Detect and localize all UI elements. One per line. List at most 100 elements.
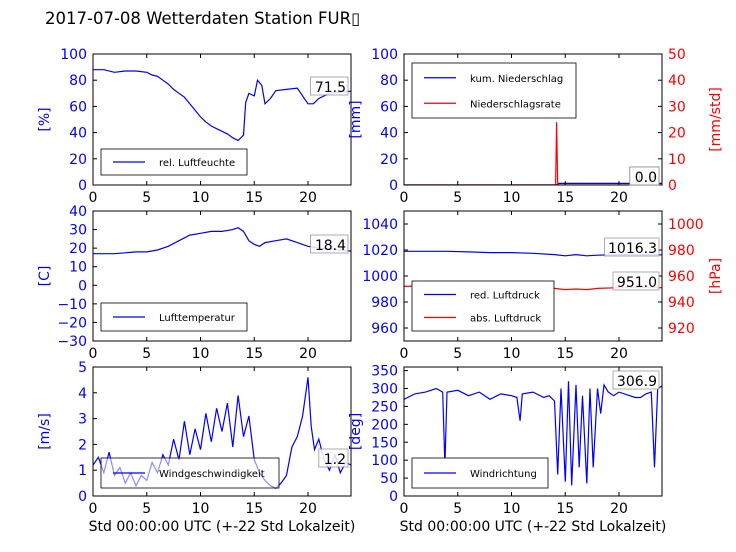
series-line-2 bbox=[404, 122, 662, 185]
y-tick-label: 980 bbox=[371, 295, 398, 311]
x-tick-label: 15 bbox=[556, 190, 574, 206]
y-tick-label: 1000 bbox=[362, 269, 398, 285]
last-value-label: 1.2 bbox=[318, 448, 349, 468]
legend-label: rel. Luftfeuchte bbox=[159, 158, 235, 169]
x-tick-label: 5 bbox=[142, 346, 151, 362]
y-axis-label: [%] bbox=[37, 107, 53, 131]
legend-label: Windgeschwindigkeit bbox=[159, 469, 265, 480]
x-tick-label: 0 bbox=[400, 190, 409, 206]
x-tick-label: 0 bbox=[89, 190, 98, 206]
y2-tick-label: 30 bbox=[668, 99, 686, 115]
figure-title: 2017-07-08 Wetterdaten Station FUR▯ bbox=[45, 9, 361, 28]
y-tick-label: 100 bbox=[371, 47, 398, 63]
x-tick-label: 5 bbox=[453, 346, 462, 362]
y-tick-label: 0 bbox=[78, 178, 87, 194]
y2-tick-label: 50 bbox=[668, 47, 686, 63]
annotation-box bbox=[309, 76, 349, 96]
x-tick-label: 10 bbox=[503, 501, 521, 517]
series-line-1 bbox=[404, 381, 662, 486]
annotation-text: 71.5 bbox=[315, 80, 346, 96]
plot-frame bbox=[403, 53, 663, 186]
x-tick-label: 5 bbox=[142, 190, 151, 206]
y-tick-label: 30 bbox=[69, 223, 87, 239]
y2-tick-label: 920 bbox=[668, 321, 695, 337]
annotation-box bbox=[629, 166, 660, 186]
x-tick-label: 20 bbox=[610, 190, 628, 206]
y-tick-label: 20 bbox=[69, 152, 87, 168]
y-tick-label: 0 bbox=[389, 489, 398, 505]
x-tick-label: 5 bbox=[453, 190, 462, 206]
y-tick-label: 60 bbox=[380, 99, 398, 115]
subplot-3: 0 5 10 15 20 −30 −20 −10 0 10 20 30 40 [C] Lufttempera… bbox=[37, 204, 352, 362]
y-tick-label: 3 bbox=[78, 412, 87, 428]
y-tick-label: −10 bbox=[57, 297, 87, 313]
y-tick-label: 250 bbox=[371, 399, 398, 415]
y2-tick-label: 40 bbox=[668, 73, 686, 89]
y-tick-label: 1040 bbox=[362, 217, 398, 233]
plot-frame bbox=[92, 53, 352, 186]
x-tick-label: 0 bbox=[89, 346, 98, 362]
y-tick-label: 1 bbox=[78, 463, 87, 479]
y-tick-label: 40 bbox=[69, 204, 87, 220]
y-tick-label: 5 bbox=[78, 360, 87, 376]
annotation-box bbox=[612, 370, 660, 390]
y-tick-label: 80 bbox=[69, 73, 87, 89]
annotation-box bbox=[318, 448, 349, 468]
y-tick-label: 0 bbox=[78, 489, 87, 505]
y-axis-label: [C] bbox=[37, 266, 53, 287]
series-line-1 bbox=[93, 69, 351, 142]
y2-tick-label: 960 bbox=[668, 269, 695, 285]
y-tick-label: 10 bbox=[69, 260, 87, 276]
y-tick-label: 40 bbox=[380, 126, 398, 142]
y2-tick-label: 10 bbox=[668, 152, 686, 168]
x-tick-label: 20 bbox=[299, 501, 317, 517]
subplot-5: 0 5 10 15 20 0 1 2 3 4 5 [m/s] Std 00:00:00 UTC (+-2… bbox=[37, 360, 355, 535]
last-value-label: 1016.3 bbox=[604, 237, 660, 257]
y-tick-label: 350 bbox=[371, 364, 398, 380]
y-tick-label: −20 bbox=[57, 315, 87, 331]
x-tick-label: 0 bbox=[400, 346, 409, 362]
y-tick-label: 20 bbox=[69, 241, 87, 257]
x-tick-label: 10 bbox=[192, 346, 210, 362]
y-tick-label: 4 bbox=[78, 386, 87, 402]
legend-label: Lufttemperatur bbox=[159, 313, 236, 324]
legend-label: Niederschlagsrate bbox=[470, 99, 561, 110]
y-tick-label: 2 bbox=[78, 437, 87, 453]
x-tick-label: 10 bbox=[192, 501, 210, 517]
x-tick-label: 0 bbox=[89, 501, 98, 517]
x-tick-label: 15 bbox=[556, 346, 574, 362]
y2-tick-label: 0 bbox=[668, 178, 677, 194]
annotation-box bbox=[604, 237, 660, 257]
annotation-text: 1.2 bbox=[324, 452, 346, 468]
x-tick-label: 20 bbox=[299, 346, 317, 362]
legend-label: red. Luftdruck bbox=[470, 291, 540, 302]
x-axis-label: Std 00:00:00 UTC (+-22 Std Lokalzeit) bbox=[400, 519, 667, 535]
series-line-1 bbox=[93, 227, 351, 255]
y-tick-label: 0 bbox=[78, 278, 87, 294]
y-tick-label: 20 bbox=[380, 152, 398, 168]
y-axis-label: [mm] bbox=[348, 100, 364, 138]
last-value-label: 18.4 bbox=[309, 234, 349, 254]
legend-box bbox=[411, 280, 555, 332]
y-tick-label: 80 bbox=[380, 73, 398, 89]
y-tick-label: 0 bbox=[389, 178, 398, 194]
x-tick-label: 10 bbox=[503, 190, 521, 206]
legend: kum. Niederschlag Niederschlagsrate bbox=[411, 62, 577, 119]
last-value-label: 71.5 bbox=[309, 76, 349, 96]
legend: red. Luftdruck abs. Luftdruck bbox=[411, 280, 555, 332]
x-tick-label: 20 bbox=[610, 501, 628, 517]
plot-frame bbox=[92, 366, 352, 497]
y-tick-label: 100 bbox=[371, 453, 398, 469]
y2-tick-label: 940 bbox=[668, 295, 695, 311]
x-tick-label: 15 bbox=[245, 346, 263, 362]
plot-frame bbox=[403, 366, 663, 497]
x-axis-label: Std 00:00:00 UTC (+-22 Std Lokalzeit) bbox=[89, 519, 356, 535]
legend: rel. Luftfeuchte bbox=[100, 148, 248, 176]
legend-box bbox=[411, 62, 577, 119]
legend: Windgeschwindigkeit bbox=[100, 457, 280, 489]
x-tick-label: 20 bbox=[299, 190, 317, 206]
x-tick-label: 20 bbox=[610, 346, 628, 362]
y-tick-label: 40 bbox=[69, 126, 87, 142]
